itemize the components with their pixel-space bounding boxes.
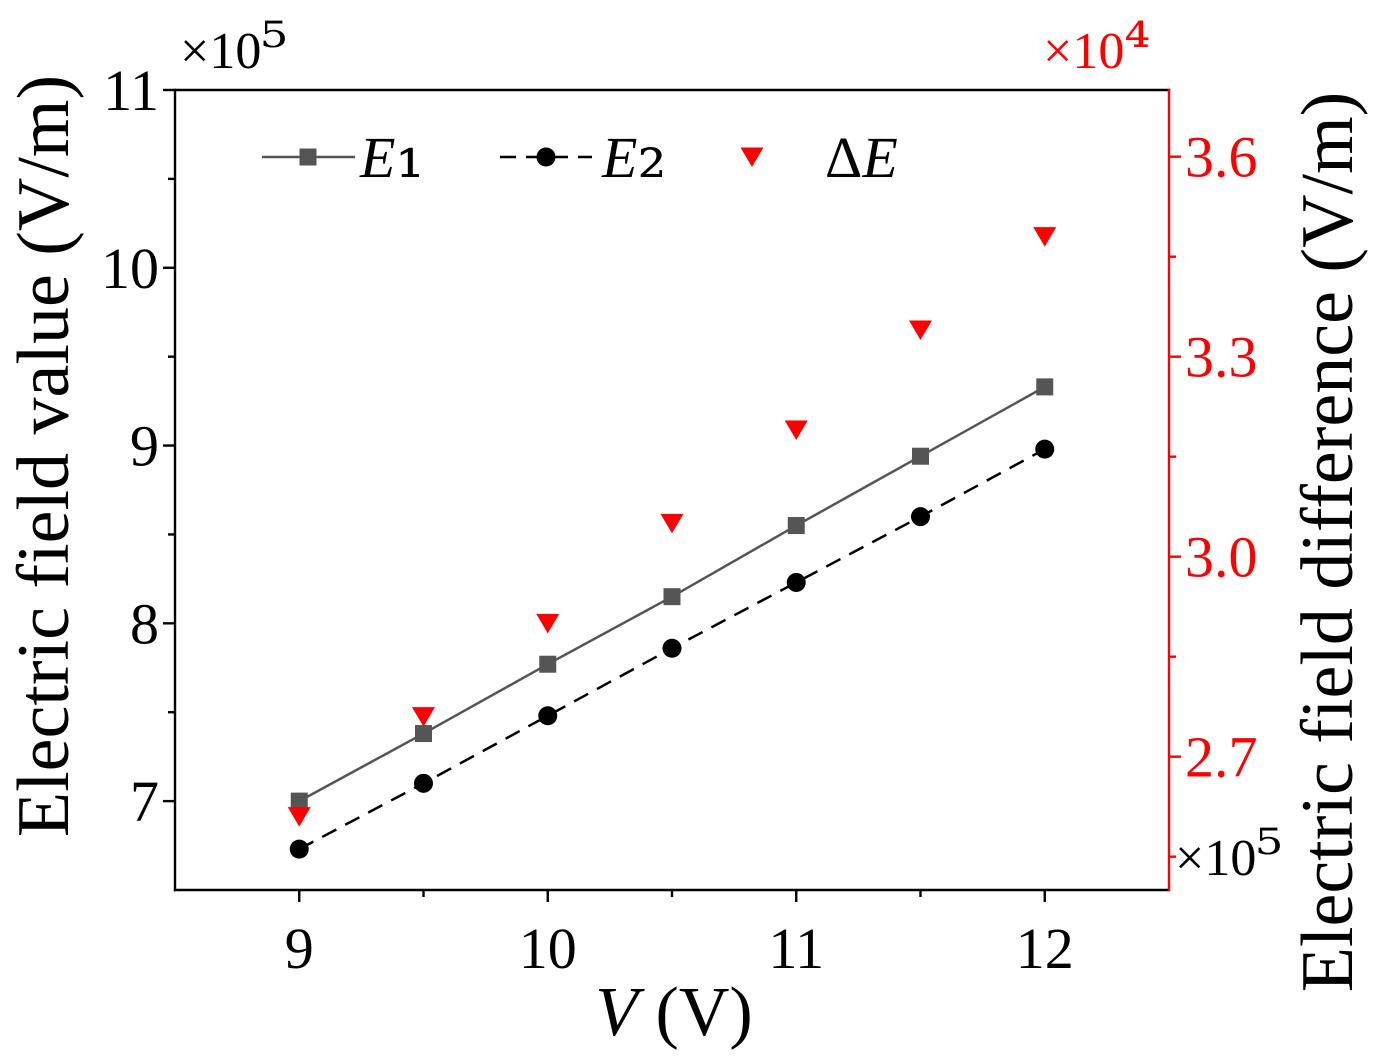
series-3-data-point [1033,227,1057,247]
x-tick-label: 10 [519,916,577,981]
series-2-data-point [911,507,930,527]
legend-label: E₂ [601,111,667,195]
legend-entry: E₂ [500,111,667,195]
series-3-data-point [287,807,311,827]
series-layer [287,227,1057,859]
legend-marker [299,148,317,166]
series-2-data-point [786,572,806,592]
corner-multiplier: ×10⁵ [1175,816,1282,891]
series-1-data-point [787,517,805,535]
y-axis-multiplier: ×10⁵ [180,9,287,84]
y2-axis-multiplier: ×10⁴ [1043,9,1150,84]
y2-axis-title: Electric field difference (V/m) [1287,92,1369,993]
legend-marker [536,147,556,167]
x-axis-title: V (V) [595,974,752,1051]
x-tick-label: 11 [768,916,824,981]
axes-layer: 9 10 11 12 7 8 9 10 11 2.7 3.0 3.3 3.6 [101,58,1258,981]
x-tick-label: 12 [1016,916,1074,981]
legend-entry: E₁ [262,111,425,195]
y-tick-label: 8 [130,591,159,656]
y-axis-title: Electric field value (V/m) [3,75,85,837]
series-1-data-point [539,655,557,673]
series-3-data-point [660,513,684,534]
series-2-data-point [538,706,558,726]
y2-tick-label: 3.6 [1185,125,1258,190]
legend-marker [740,147,764,167]
series-3-data-point [784,420,808,440]
series-1-data-point [912,447,929,465]
series-2-data-point [1035,439,1055,459]
legend-label: E₁ [359,111,425,195]
x-tick-label: 9 [285,916,314,981]
series-3-data-point [909,320,932,340]
legend: E₁ E₂ ΔE [262,111,898,195]
label-layer: V (V) ×10⁵ ×10⁴ ×10⁵ [180,9,1282,1051]
series-1-data-point [663,588,681,606]
y2-tick-label: 2.7 [1185,725,1258,790]
legend-entry: ΔE [740,125,898,190]
series-2-data-point [662,638,682,658]
y-tick-label: 9 [130,414,159,479]
y-tick-label: 10 [101,236,159,301]
series-2-data-point [414,773,433,793]
series-3-data-point [536,613,560,634]
y-tick-label: 11 [103,58,159,123]
series-1-data-point [1036,378,1054,396]
series-1-data-point [415,725,432,743]
series-1-data-point [290,792,308,810]
series-3-data-point [412,707,435,727]
legend-label: ΔE [825,125,898,190]
y-tick-label: 7 [130,769,159,834]
y2-tick-label: 3.3 [1185,325,1258,390]
series-2-data-point [289,839,309,859]
y2-tick-label: 3.0 [1185,525,1258,590]
